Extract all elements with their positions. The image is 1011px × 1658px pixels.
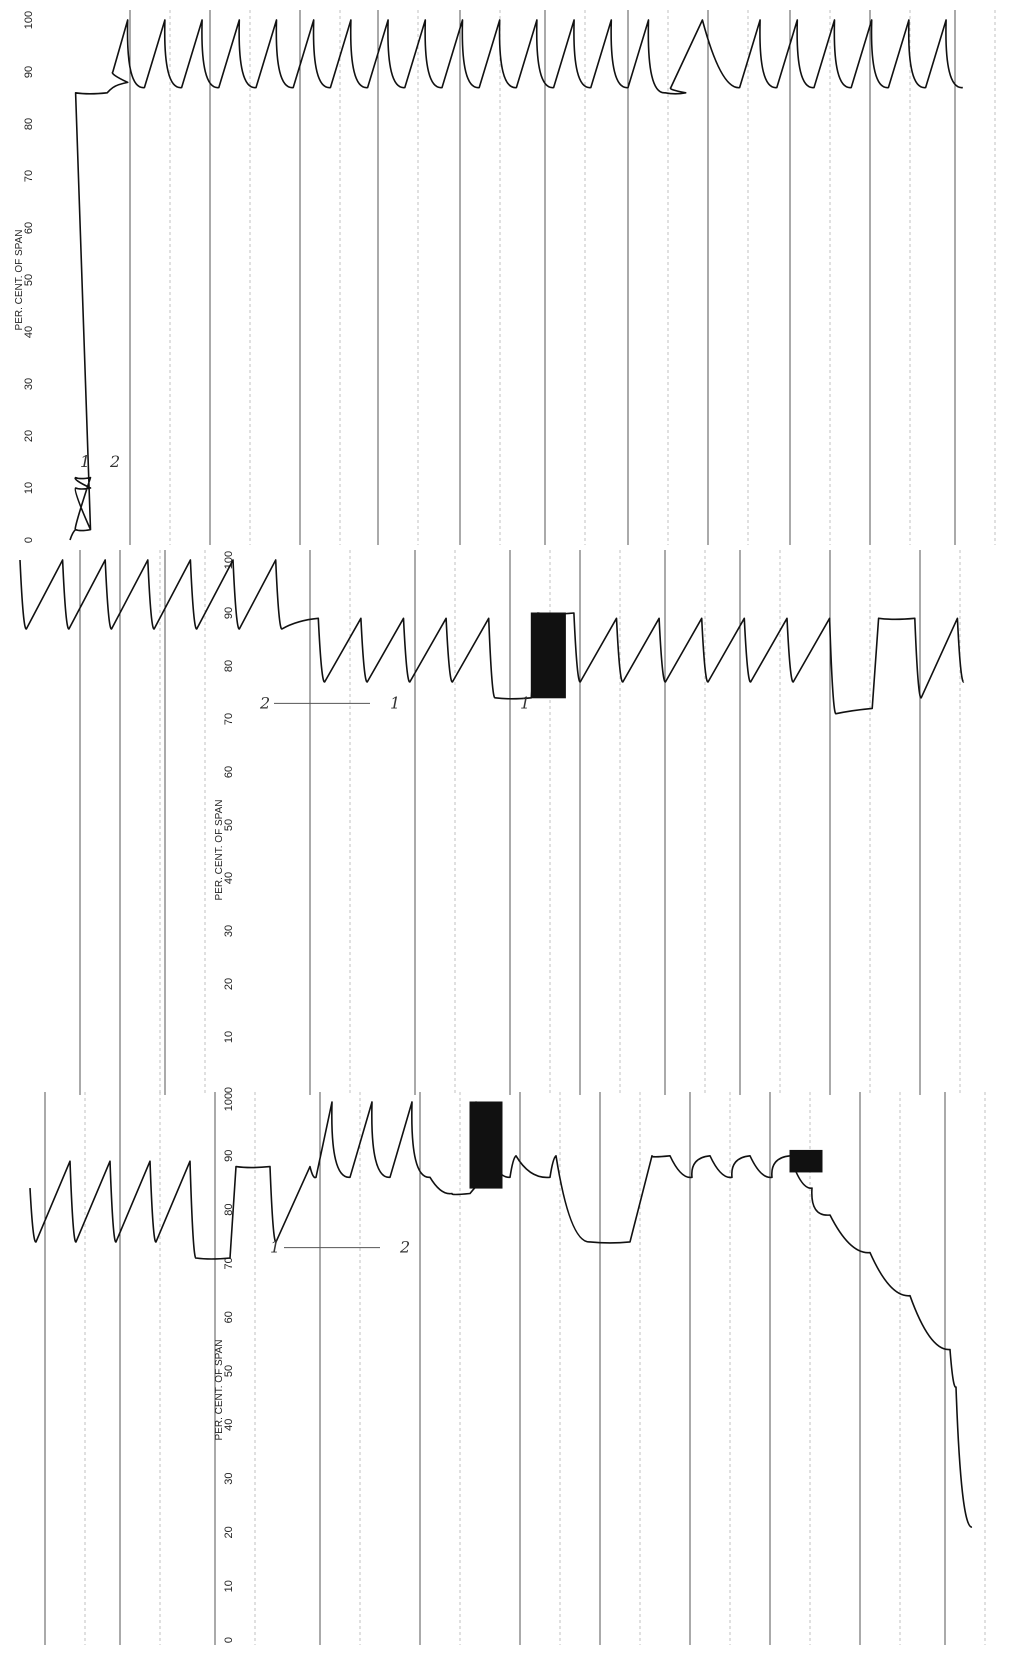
y-tick-label: 20	[23, 430, 35, 442]
y-tick-label: 20	[223, 978, 235, 990]
y-tick-label: 90	[223, 607, 235, 619]
y-tick-label: 90	[223, 1150, 235, 1162]
handwritten-annotation: 2	[109, 452, 120, 471]
dense-oscillation-block	[530, 612, 566, 699]
y-tick-label: 70	[223, 1257, 235, 1269]
y-tick-label: 60	[223, 1311, 235, 1323]
y-tick-label: 50	[223, 1365, 235, 1377]
y-tick-label: 10	[223, 1580, 235, 1592]
y-tick-label: 50	[223, 819, 235, 831]
y-tick-label: 30	[23, 378, 35, 390]
axis-title: PER. CENT. OF SPAN	[214, 1340, 225, 1441]
y-tick-label: 40	[223, 872, 235, 884]
y-tick-label: 20	[223, 1526, 235, 1538]
y-tick-label: 100	[23, 11, 35, 29]
axis-title: PER. CENT. OF SPAN	[14, 230, 25, 331]
handwritten-annotation: 1	[390, 693, 400, 712]
pressure-trace	[29, 1101, 973, 1528]
dense-oscillation-block	[469, 1101, 503, 1189]
y-tick-label: 40	[23, 326, 35, 338]
chart-panel-1: 0 10 20 30 40 50 60 70 80 90 100 PER. CENT. OF SPAN…	[14, 10, 996, 545]
dense-oscillation-block	[789, 1149, 823, 1173]
handwritten-annotation: 1	[80, 452, 90, 471]
y-tick-label: 10	[223, 1031, 235, 1043]
y-tick-label: 60	[223, 766, 235, 778]
chart-panel-3: 0 10 20 30 40 50 60 70 80 90 100 PER. CENT. OF SPAN…	[29, 1092, 986, 1645]
y-tick-label: 90	[23, 66, 35, 78]
y-tick-label: 0	[23, 537, 35, 543]
handwritten-annotation: 2	[259, 693, 270, 712]
y-tick-label: 0	[223, 1637, 235, 1643]
y-tick-label: 0	[223, 1087, 235, 1093]
handwritten-annotation: 2	[399, 1238, 410, 1257]
y-tick-label: 80	[23, 118, 35, 130]
y-tick-label: 30	[223, 1472, 235, 1484]
y-tick-label: 30	[223, 925, 235, 937]
pressure-trace	[19, 559, 965, 715]
y-tick-label: 50	[23, 274, 35, 286]
y-tick-label: 70	[223, 713, 235, 725]
y-tick-label: 70	[23, 170, 35, 182]
y-tick-label: 100	[223, 1093, 235, 1111]
y-tick-label: 80	[223, 660, 235, 672]
y-tick-label: 100	[223, 551, 235, 569]
axis-title: PER. CENT. OF SPAN	[214, 800, 225, 901]
chart-panel-2: 0 10 20 30 40 50 60 70 80 90 100 PER. CENT. OF SPAN…	[19, 550, 965, 1095]
pressure-trace	[69, 19, 963, 541]
y-tick-label: 80	[223, 1203, 235, 1215]
handwritten-annotation: 1	[520, 693, 530, 712]
y-tick-label: 10	[23, 482, 35, 494]
y-tick-label: 60	[23, 222, 35, 234]
handwritten-annotation: 1	[270, 1238, 280, 1257]
y-tick-label: 40	[223, 1419, 235, 1431]
